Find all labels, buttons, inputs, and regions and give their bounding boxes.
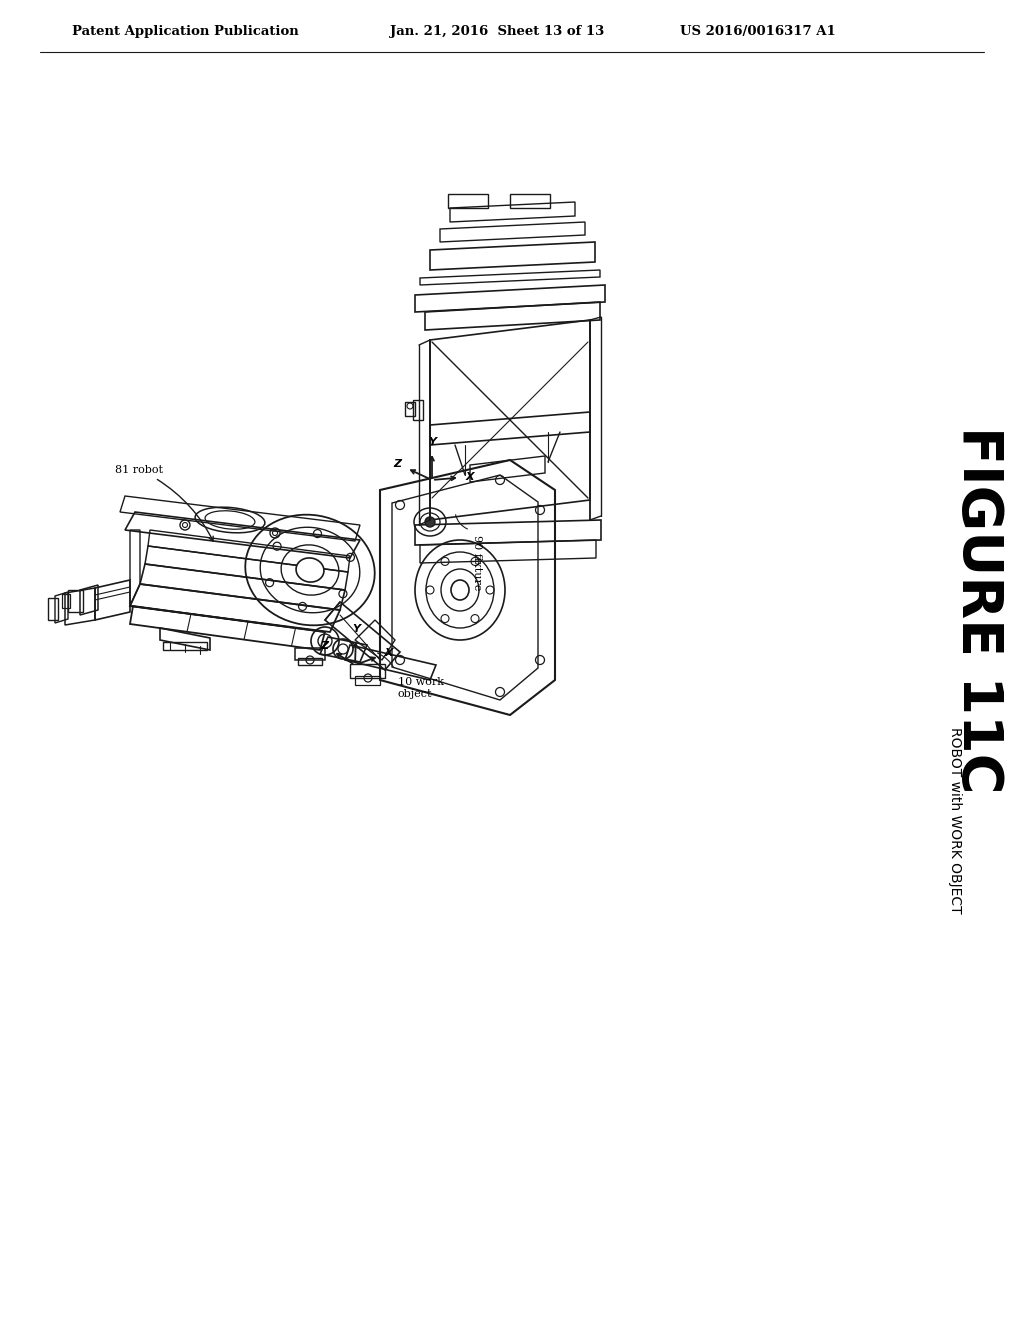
Text: 90 fixture: 90 fixture xyxy=(472,535,482,590)
Ellipse shape xyxy=(296,558,324,582)
Bar xyxy=(355,676,380,685)
Text: Z: Z xyxy=(321,642,329,651)
Bar xyxy=(48,598,58,620)
Text: FIGURE 11C: FIGURE 11C xyxy=(951,426,1005,793)
Text: X: X xyxy=(466,471,474,482)
Text: Jan. 21, 2016  Sheet 13 of 13: Jan. 21, 2016 Sheet 13 of 13 xyxy=(390,25,604,38)
Circle shape xyxy=(425,517,435,527)
Bar xyxy=(413,400,423,420)
Bar xyxy=(350,664,385,678)
Ellipse shape xyxy=(451,579,469,601)
Text: 10 work
object: 10 work object xyxy=(398,677,444,698)
Text: 81 robot: 81 robot xyxy=(115,465,163,475)
Bar xyxy=(68,590,83,612)
Text: ROBOT with WORK OBJECT: ROBOT with WORK OBJECT xyxy=(948,727,962,913)
Text: Y: Y xyxy=(428,437,436,447)
Bar xyxy=(449,194,488,209)
Text: Patent Application Publication: Patent Application Publication xyxy=(72,25,299,38)
Text: Y: Y xyxy=(352,624,360,634)
Text: US 2016/0016317 A1: US 2016/0016317 A1 xyxy=(680,25,836,38)
Bar xyxy=(298,657,322,665)
Text: X: X xyxy=(385,648,393,657)
Bar xyxy=(510,194,550,209)
Bar xyxy=(295,648,325,660)
Bar xyxy=(406,403,415,416)
Text: Z: Z xyxy=(393,459,401,469)
Bar xyxy=(163,642,207,649)
Bar xyxy=(62,594,70,609)
